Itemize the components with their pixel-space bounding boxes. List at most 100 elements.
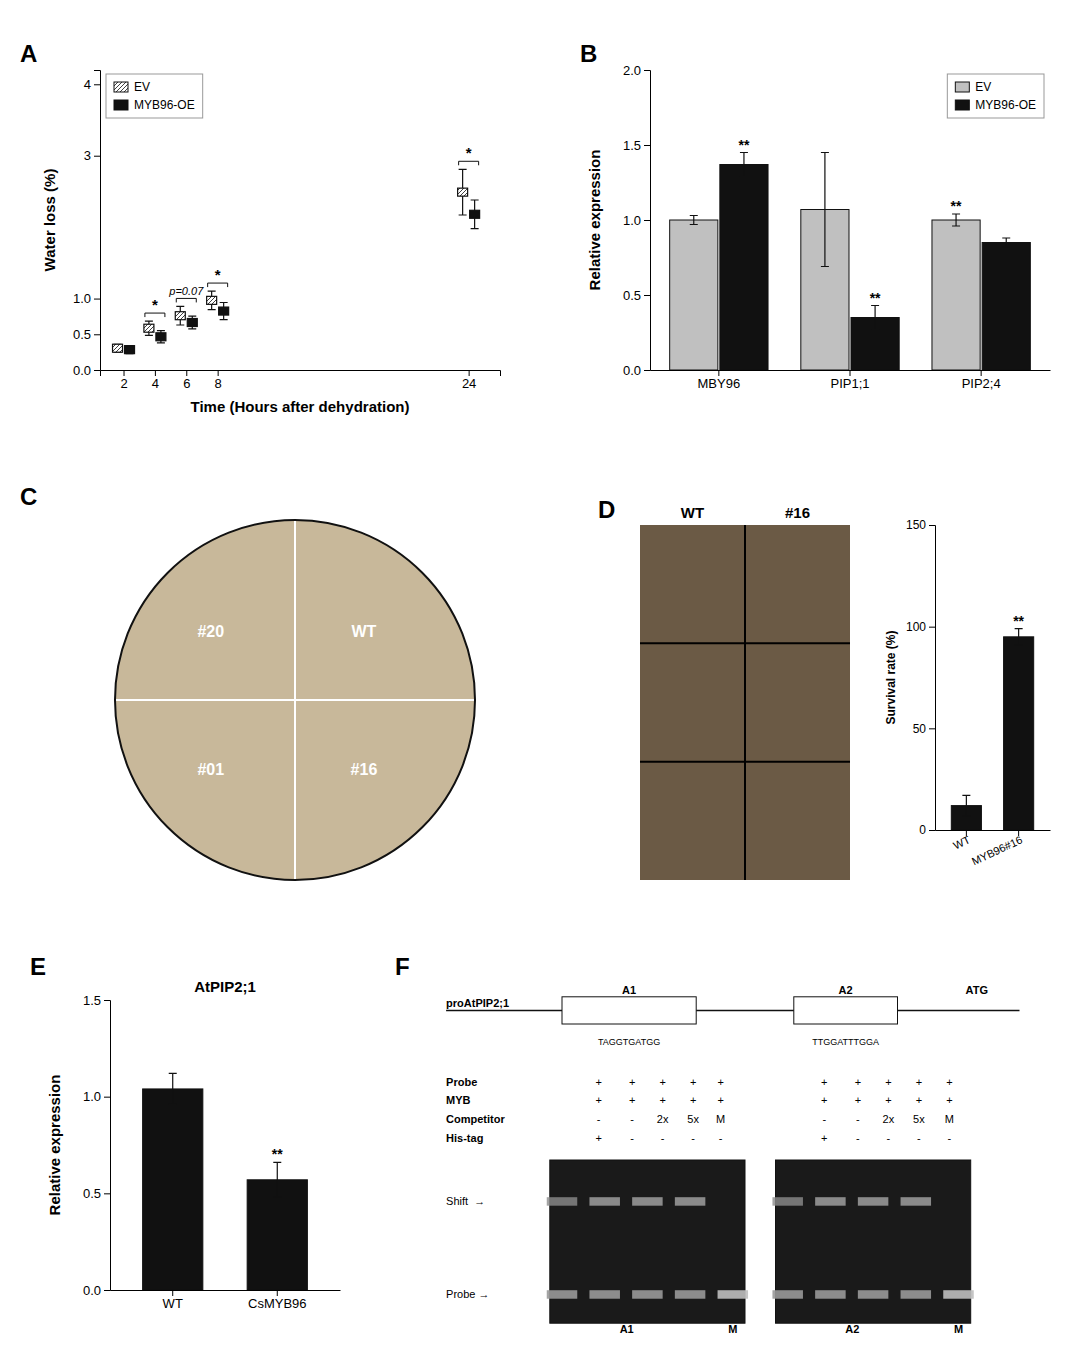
panel-label: B [580, 40, 597, 67]
figure: 2468240.00.51.034*p=0.07**EVMYB96-OETime… [0, 0, 1078, 1365]
axis: 050100150 [906, 518, 936, 837]
tick: 0.5 [623, 288, 650, 303]
plot-marks [113, 169, 480, 353]
legend-frame [947, 74, 1044, 118]
significance: ** [738, 137, 749, 153]
tick-mark [644, 370, 650, 371]
bar [982, 243, 1030, 371]
photo: WT#16 [640, 504, 850, 880]
table-cell: - [719, 1132, 723, 1144]
table-cell: - [630, 1113, 634, 1125]
table-cell: + [717, 1094, 723, 1106]
marker [125, 346, 135, 354]
bar [143, 1089, 203, 1290]
lane-label: M [728, 1323, 737, 1335]
legend-swatch [114, 82, 128, 92]
tick-mark [644, 220, 650, 221]
tick: WT [163, 1290, 183, 1311]
tick-label: 0.0 [623, 363, 641, 378]
tick-label: 0.5 [83, 1186, 101, 1201]
tick: 0.0 [83, 1283, 110, 1298]
tick: 2.0 [623, 63, 650, 78]
gel-band [632, 1290, 663, 1299]
tick: 0.5 [83, 1186, 110, 1201]
table-cell: + [595, 1076, 601, 1088]
tick-mark [929, 728, 935, 729]
axis-title: Time (Hours after dehydration) [191, 398, 410, 415]
significance: ** [951, 198, 962, 214]
table-cell: - [630, 1132, 634, 1144]
significance-bracket [459, 161, 479, 165]
panel-label: A [20, 40, 37, 67]
axis: 246824 [101, 370, 501, 391]
gel-band [815, 1197, 846, 1206]
table-cell: 2x [883, 1113, 895, 1125]
table-cell: + [690, 1094, 696, 1106]
panel-label: C [20, 483, 37, 510]
tick-label: 2.0 [623, 63, 641, 78]
table-cell: + [821, 1076, 827, 1088]
error-bar [188, 316, 196, 329]
legend-swatch [955, 82, 969, 92]
panel-label: D [598, 496, 615, 523]
marker [187, 319, 197, 327]
legend-swatch [114, 100, 128, 110]
table-cell: - [948, 1132, 952, 1144]
significance: * [215, 266, 221, 283]
marker [113, 344, 123, 352]
axis: 0.00.51.01.52.0 [623, 63, 651, 378]
axis: MBY96PIP1;1PIP2;4 [651, 370, 1051, 391]
marker [458, 188, 468, 196]
subtitle: AtPIP2;1 [194, 978, 256, 995]
gel-band [858, 1197, 889, 1206]
error-bar [145, 321, 153, 335]
error-bar [1002, 238, 1010, 247]
gel-band [858, 1290, 889, 1299]
legend-swatch [955, 100, 969, 110]
table-cell: - [661, 1132, 665, 1144]
tick-mark [718, 370, 719, 376]
tick-label: MYB96#16 [970, 833, 1024, 867]
tick: 1.0 [73, 291, 100, 306]
tick-label: 1.0 [73, 291, 91, 306]
table-cell: + [595, 1094, 601, 1106]
dish-fill [115, 520, 475, 880]
dish-label: #16 [351, 761, 378, 778]
table-cell: - [917, 1132, 921, 1144]
table-cell: 5x [687, 1113, 699, 1125]
tick-label: 1.0 [83, 1089, 101, 1104]
promoter-element [562, 997, 696, 1024]
tick-mark [94, 370, 100, 371]
gel-band [772, 1197, 803, 1206]
table-cell: + [629, 1076, 635, 1088]
tick-label: 4 [84, 77, 91, 92]
diagram: proAtPIP2;1A1A2ATGTAGGTGATGGTTGGATTTGGAP… [446, 984, 1019, 1336]
gel [550, 1160, 745, 1323]
table-cell: + [885, 1076, 891, 1088]
error-bar [1015, 629, 1023, 645]
gel-band [901, 1197, 932, 1206]
tick: MYB96#16 [970, 830, 1024, 867]
promoter-element [794, 997, 898, 1024]
tick-label: 0.5 [73, 327, 91, 342]
marker [175, 312, 185, 320]
tick-label: 1.5 [83, 993, 101, 1008]
dish-label: #20 [197, 623, 224, 640]
tick: 0 [919, 823, 935, 837]
tick-label: 6 [183, 376, 190, 391]
tick-label: CsMYB96 [248, 1296, 307, 1311]
gel-band [718, 1290, 749, 1299]
lane-label: A1 [620, 1323, 634, 1335]
axis: 0.0 0.5 1.0 1.5 [83, 993, 111, 1298]
tick-mark [469, 370, 470, 376]
tick-mark [104, 1097, 110, 1098]
dish-label: #01 [197, 761, 224, 778]
significance: * [466, 144, 472, 161]
tick-mark [94, 84, 100, 85]
error-bar [740, 153, 748, 177]
error-bar [471, 200, 479, 229]
tick: WT [951, 830, 972, 852]
tick: 50 [913, 722, 935, 736]
panel-label: E [30, 953, 46, 980]
error-bar [157, 331, 165, 343]
